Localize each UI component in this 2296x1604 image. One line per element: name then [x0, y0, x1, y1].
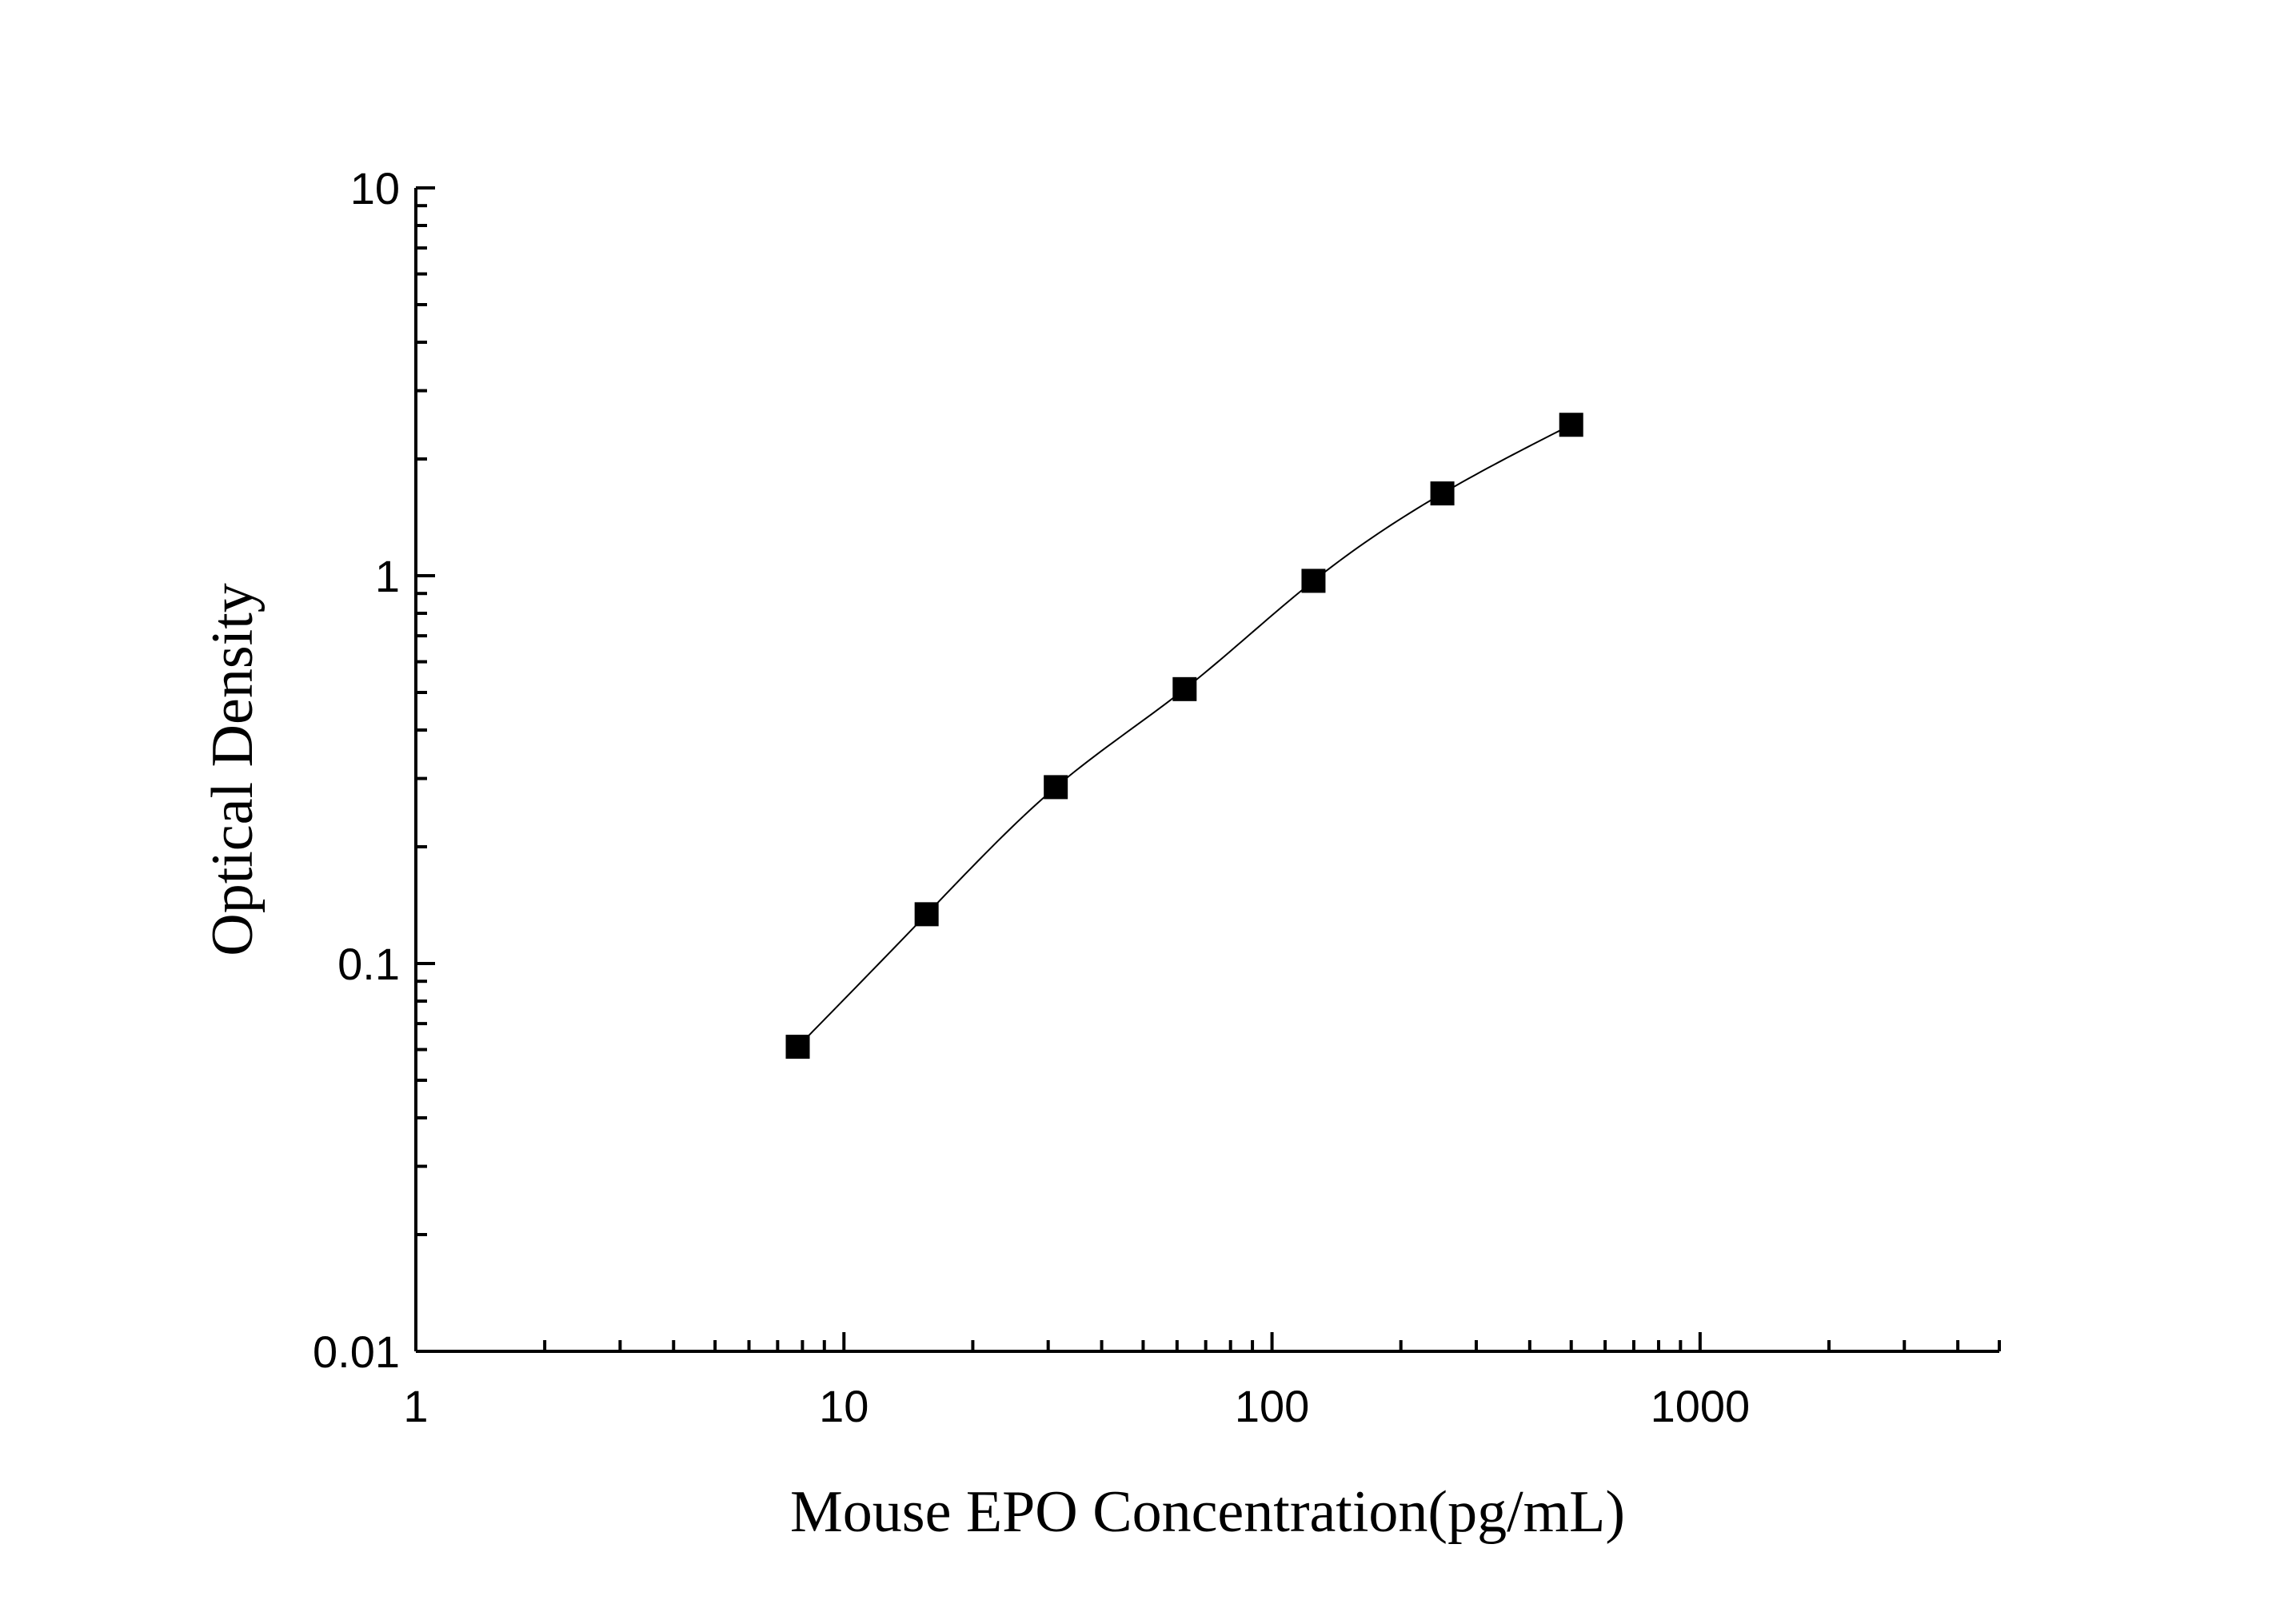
y-tick-label: 0.1 [337, 939, 400, 989]
y-tick-label: 0.01 [313, 1327, 400, 1377]
data-point [785, 1035, 810, 1059]
y-axis-title: Optical Density [200, 583, 266, 956]
data-point [1172, 676, 1197, 701]
data-point [1559, 413, 1583, 437]
data-point [1301, 569, 1326, 593]
x-tick-label: 100 [1235, 1381, 1309, 1431]
data-points [785, 413, 1583, 1059]
data-point [1044, 775, 1068, 800]
data-point [1430, 481, 1455, 506]
data-point [914, 902, 939, 927]
x-tick-label: 10 [819, 1381, 868, 1431]
axes: 1 10 100 1000 0.01 0.1 1 10 [313, 163, 2001, 1431]
y-tick-label: 10 [350, 163, 400, 213]
y-tick-label: 1 [375, 551, 400, 601]
x-axis-title: Mouse EPO Concentration(pg/mL) [790, 1479, 1625, 1545]
x-tick-label: 1000 [1651, 1381, 1751, 1431]
x-tick-label: 1 [403, 1381, 428, 1431]
